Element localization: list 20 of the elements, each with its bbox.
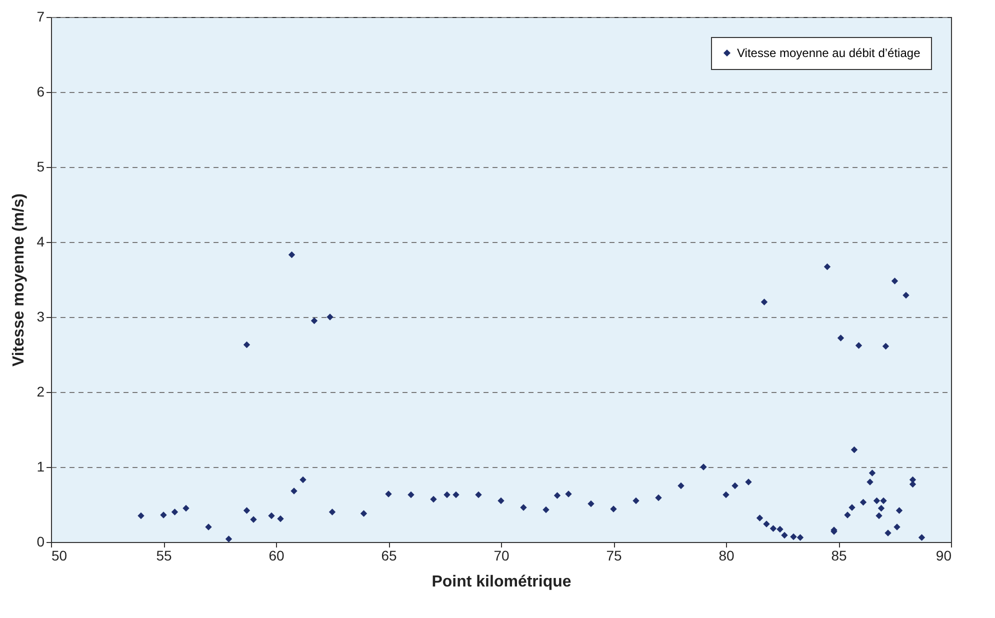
x-axis-title: Point kilométrique: [432, 574, 572, 590]
y-tick-label: 0: [36, 534, 45, 550]
y-tick-label: 4: [36, 234, 45, 250]
x-tick-label: 70: [494, 548, 510, 564]
y-tick-label: 5: [36, 158, 45, 174]
y-tick-label: 2: [36, 384, 45, 400]
x-tick-label: 65: [381, 548, 397, 564]
x-tick-label: 55: [156, 548, 172, 564]
x-tick-label: 75: [606, 548, 622, 564]
y-tick-label: 6: [36, 84, 45, 100]
x-tick-label: 60: [268, 548, 284, 564]
x-tick-label: 80: [718, 548, 734, 564]
x-tick-label: 90: [936, 548, 952, 564]
y-tick-label: 3: [36, 308, 45, 324]
y-axis-title: Vitesse moyenne (m/s): [10, 193, 28, 367]
x-tick-label: 85: [831, 548, 847, 564]
x-tick-label: 50: [52, 548, 68, 564]
y-tick-label: 1: [36, 458, 45, 474]
legend-label: Vitesse moyenne au débit d’étiage: [737, 46, 921, 60]
y-tick-label: 7: [36, 8, 45, 24]
